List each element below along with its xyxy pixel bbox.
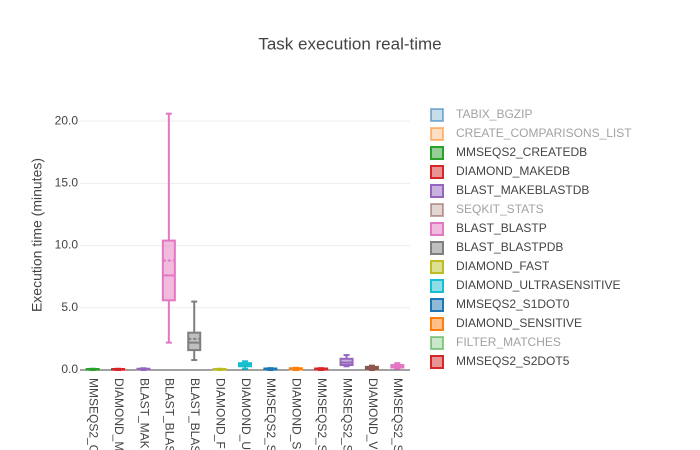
y-tick-label: 15.0	[55, 176, 79, 190]
legend-swatch	[430, 222, 444, 236]
x-tick-label: MMSEQS2_S	[315, 378, 329, 450]
x-tick-label: DIAMOND_M	[112, 378, 126, 450]
legend-label[interactable]: DIAMOND_ULTRASENSITIVE	[456, 278, 620, 292]
legend-swatch	[430, 336, 444, 350]
y-tick-label: 0.0	[61, 362, 78, 376]
legend-swatch	[430, 108, 444, 122]
legend-label[interactable]: BLAST_BLASTPDB	[456, 240, 563, 254]
legend-swatch	[430, 241, 444, 255]
y-tick-label: 10.0	[55, 238, 79, 252]
legend-label[interactable]: MMSEQS2_S1DOT0	[456, 297, 570, 311]
x-tick-label: DIAMOND_U	[239, 378, 253, 450]
legend-swatch	[430, 127, 444, 141]
legend-swatch	[430, 260, 444, 274]
x-tick-label: BLAST_MAK	[137, 378, 151, 449]
legend-swatch	[430, 298, 444, 312]
legend-label[interactable]: BLAST_MAKEBLASTDB	[456, 183, 589, 197]
x-tick-label: BLAST_BLAS	[188, 378, 202, 450]
legend-label[interactable]: MMSEQS2_S2DOT5	[456, 354, 570, 368]
legend-label[interactable]: BLAST_BLASTP	[456, 221, 547, 235]
box	[161, 239, 176, 302]
legend-swatch	[430, 184, 444, 198]
legend-swatch	[430, 203, 444, 217]
x-tick-label: MMSEQS2_C	[87, 378, 101, 450]
legend-label[interactable]: SEQKIT_STATS	[456, 202, 544, 216]
x-tick-label: DIAMOND_F	[213, 378, 227, 449]
x-tick-label: BLAST_BLAS	[163, 378, 177, 450]
x-tick-label: MMSEQS2_S	[340, 378, 354, 450]
x-tick-label: MMSEQS2_S	[391, 378, 405, 450]
legend-label[interactable]: DIAMOND_MAKEDB	[456, 164, 570, 178]
legend-swatch	[430, 355, 444, 369]
legend-swatch	[430, 317, 444, 331]
x-tick-label: MMSEQS2_S	[264, 378, 278, 450]
legend-swatch	[430, 146, 444, 160]
legend-label[interactable]: TABIX_BGZIP	[456, 107, 532, 121]
legend-label[interactable]: MMSEQS2_CREATEDB	[456, 145, 587, 159]
legend-label[interactable]: DIAMOND_FAST	[456, 259, 550, 273]
legend-label[interactable]: FILTER_MATCHES	[456, 335, 561, 349]
legend-label[interactable]: DIAMOND_SENSITIVE	[456, 316, 582, 330]
y-tick-label: 20.0	[55, 113, 79, 127]
legend-swatch	[430, 165, 444, 179]
x-tick-label: DIAMOND_V	[366, 378, 380, 449]
box	[187, 331, 202, 352]
chart-title: Task execution real-time	[258, 34, 441, 53]
y-axis-title: Execution time (minutes)	[29, 158, 45, 312]
legend-swatch	[430, 279, 444, 293]
legend-label[interactable]: CREATE_COMPARISONS_LIST	[456, 126, 632, 140]
x-tick-label: DIAMOND_S	[290, 378, 304, 449]
y-tick-label: 5.0	[61, 300, 78, 314]
